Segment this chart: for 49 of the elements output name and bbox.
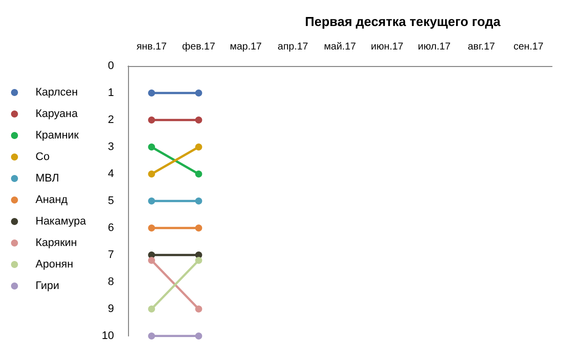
legend-label: Накамура [36,216,87,228]
point [148,170,156,178]
y-tick-label: 2 [108,114,114,126]
legend-label: Ананд [36,194,68,206]
legend-label: Крамник [36,130,79,142]
legend-label: Со [36,151,50,163]
point [148,332,156,340]
point [195,90,202,96]
x-tick-label: сен.17 [513,42,544,52]
point [195,116,202,124]
point [148,198,156,204]
point [148,306,156,312]
y-tick-label: 4 [108,168,114,180]
x-tick-label: июл.17 [418,42,451,52]
point [148,224,156,232]
point [195,306,202,312]
legend-label: Гири [36,280,60,292]
point [195,170,202,178]
x-tick-label: янв.17 [136,42,168,52]
chart-title: Первая десятка текущего года [305,14,502,29]
y-tick-label: 6 [108,222,114,234]
legend-label: МВЛ [36,172,60,184]
point [195,224,202,232]
x-tick-label: мар.17 [230,42,262,52]
legend-label: Карякин [36,237,78,249]
x-tick-label: июн.17 [370,42,404,52]
legend-label: Аронян [36,258,74,270]
point [148,256,156,264]
point [195,144,202,150]
point [195,332,202,340]
y-tick-label: 8 [108,276,114,288]
y-tick-label: 7 [108,249,114,261]
y-tick-label: 3 [108,141,114,153]
x-tick-label: авг.17 [468,42,496,52]
x-tick-label: май.17 [324,42,356,52]
legend-label: Каруана [36,108,79,120]
x-tick-label: фев.17 [182,42,216,52]
point [195,256,202,264]
y-tick-label: 1 [108,87,114,99]
legend-label: Карлсен [36,86,78,98]
y-tick-label: 9 [108,303,114,315]
point [148,144,156,150]
point [148,90,156,96]
y-tick-label: 5 [108,195,114,207]
x-tick-label: апр.17 [278,42,309,52]
y-tick-label: 10 [102,330,114,342]
y-tick-label: 0 [108,60,114,72]
point [195,198,202,204]
point [148,116,156,124]
